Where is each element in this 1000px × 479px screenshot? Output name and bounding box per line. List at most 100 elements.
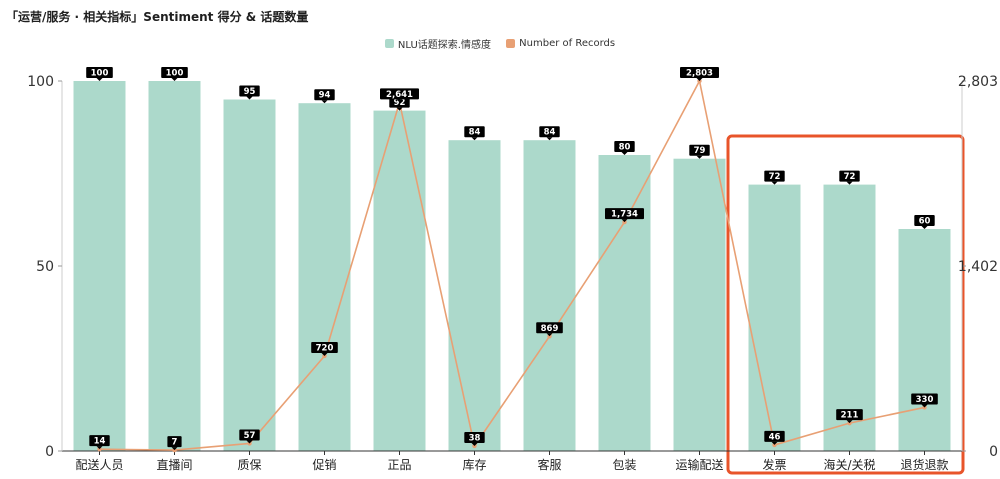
records-label-6-pointer bbox=[546, 333, 553, 337]
bar-label-2-pointer bbox=[246, 96, 253, 100]
bar-2 bbox=[223, 99, 276, 451]
chart-title: 「运营/服务 · 相关指标」Sentiment 得分 & 话题数量 bbox=[6, 10, 309, 24]
bar-label-10-box bbox=[839, 170, 860, 182]
records-label-9-box bbox=[764, 430, 785, 442]
records-label-9: 46 bbox=[769, 432, 781, 442]
bar-5 bbox=[448, 140, 501, 451]
bar-label-8: 79 bbox=[694, 146, 706, 156]
bar-0 bbox=[73, 81, 126, 451]
bar-label-6-box bbox=[539, 126, 560, 138]
bar-label-2-callout: 95 bbox=[239, 85, 260, 100]
right-tick-label-2: 2,803 bbox=[958, 74, 998, 90]
records-label-8-callout: 2,803 bbox=[680, 67, 719, 81]
records-label-7-box bbox=[605, 208, 644, 220]
bar-label-4: 92 bbox=[394, 98, 406, 108]
axes-layer: 0 50 100 0 1,402 2,803 配送人员 直播间 质保 促销 正品 库存 客服 包装 运输配送… bbox=[27, 74, 998, 472]
records-label-2: 57 bbox=[244, 431, 256, 441]
legend: NLU话题探索.情感度 Number of Records bbox=[0, 36, 1000, 51]
bar-11 bbox=[898, 229, 951, 451]
records-label-5: 38 bbox=[469, 433, 481, 443]
records-label-5-box bbox=[464, 431, 485, 443]
records-label-7-callout: 1,734 bbox=[605, 208, 644, 223]
x-tick-label-1: 直播间 bbox=[156, 458, 192, 472]
records-label-3-callout: 720 bbox=[311, 341, 338, 356]
x-tick-label-4: 正品 bbox=[387, 458, 411, 472]
records-label-4-box bbox=[380, 88, 419, 100]
bar-label-6: 84 bbox=[544, 128, 556, 138]
records-label-4: 2,641 bbox=[386, 90, 413, 100]
records-label-3-pointer bbox=[321, 352, 328, 356]
bar-label-0-callout: 100 bbox=[86, 67, 113, 81]
x-tick-label-9: 发票 bbox=[762, 457, 786, 472]
bar-label-3: 94 bbox=[319, 91, 331, 101]
bar-9 bbox=[748, 184, 801, 451]
x-tick-label-3: 促销 bbox=[312, 458, 336, 472]
legend-item-records[interactable]: Number of Records bbox=[506, 38, 615, 49]
bar-label-3-callout: 94 bbox=[314, 89, 335, 104]
bar-label-7-pointer bbox=[621, 152, 628, 155]
records-label-9-pointer bbox=[771, 441, 778, 445]
bar-label-1-callout: 100 bbox=[161, 67, 188, 81]
bar-label-4-pointer bbox=[396, 107, 403, 111]
left-tick-label-0: 0 bbox=[45, 444, 54, 460]
legend-swatch-sentiment bbox=[384, 39, 394, 48]
records-label-7-pointer bbox=[621, 219, 628, 223]
highlight-box bbox=[726, 134, 965, 475]
x-tick-label-8: 运输配送 bbox=[675, 457, 723, 472]
highlight-layer bbox=[726, 134, 965, 475]
records-label-7: 1,734 bbox=[611, 210, 638, 220]
records-label-5-pointer bbox=[471, 442, 478, 446]
bar-label-9-pointer bbox=[771, 181, 778, 185]
bar-label-2: 95 bbox=[244, 87, 256, 97]
bar-label-5-box bbox=[464, 126, 485, 138]
bar-label-7: 80 bbox=[619, 143, 631, 153]
records-label-6: 869 bbox=[541, 324, 559, 334]
x-tick-label-11: 退货退款 bbox=[900, 457, 948, 472]
records-label-8-pointer bbox=[696, 78, 703, 81]
records-label-0: 14 bbox=[94, 437, 106, 447]
bar-label-1-box bbox=[161, 67, 188, 78]
right-tick-label-1: 1,402 bbox=[958, 259, 998, 275]
records-label-5-callout: 38 bbox=[464, 431, 485, 446]
x-tick-label-0: 配送人员 bbox=[75, 457, 123, 472]
records-label-10: 211 bbox=[841, 411, 859, 421]
records-label-4-callout: 2,641 bbox=[380, 88, 419, 103]
bar-label-5-callout: 84 bbox=[464, 126, 485, 141]
bar-label-9: 72 bbox=[769, 172, 781, 182]
records-label-4-pointer bbox=[396, 99, 403, 103]
bar-label-7-callout: 80 bbox=[614, 141, 635, 155]
x-tick-label-2: 质保 bbox=[237, 458, 261, 472]
records-label-1-box bbox=[167, 436, 182, 448]
bar-label-1: 100 bbox=[166, 69, 184, 79]
bar-label-10: 72 bbox=[844, 172, 856, 182]
records-label-0-pointer bbox=[96, 446, 103, 450]
bar-label-5: 84 bbox=[469, 128, 481, 138]
legend-label-records: Number of Records bbox=[519, 38, 616, 49]
bar-label-11-callout: 60 bbox=[914, 215, 935, 229]
records-label-9-callout: 46 bbox=[764, 430, 785, 445]
bars-layer bbox=[73, 81, 951, 451]
bar-label-10-pointer bbox=[846, 181, 853, 185]
bar-label-11-pointer bbox=[921, 226, 928, 229]
left-tick-label-1: 50 bbox=[36, 259, 54, 275]
records-label-2-pointer bbox=[246, 440, 253, 444]
bar-label-8-pointer bbox=[696, 155, 703, 159]
x-tick-label-5: 库存 bbox=[462, 457, 486, 472]
legend-label-sentiment: NLU话题探索.情感度 bbox=[397, 40, 491, 51]
records-label-11-callout: 330 bbox=[911, 393, 938, 408]
bar-label-3-box bbox=[314, 89, 335, 101]
records-label-6-box bbox=[536, 322, 563, 334]
records-label-10-callout: 211 bbox=[836, 409, 863, 424]
bar-label-11-box bbox=[914, 215, 935, 226]
bar-label-6-pointer bbox=[546, 137, 553, 141]
bar-label-2-box bbox=[239, 85, 260, 97]
bar-4 bbox=[373, 110, 426, 451]
records-label-10-box bbox=[836, 409, 863, 421]
legend-item-sentiment[interactable]: NLU话题探索.情感度 bbox=[384, 36, 491, 51]
records-line bbox=[99, 78, 925, 451]
records-label-11-pointer bbox=[921, 404, 928, 408]
records-label-3: 720 bbox=[316, 343, 334, 353]
right-tick-label-0: 0 bbox=[989, 444, 998, 460]
bar-label-0: 100 bbox=[91, 69, 109, 79]
